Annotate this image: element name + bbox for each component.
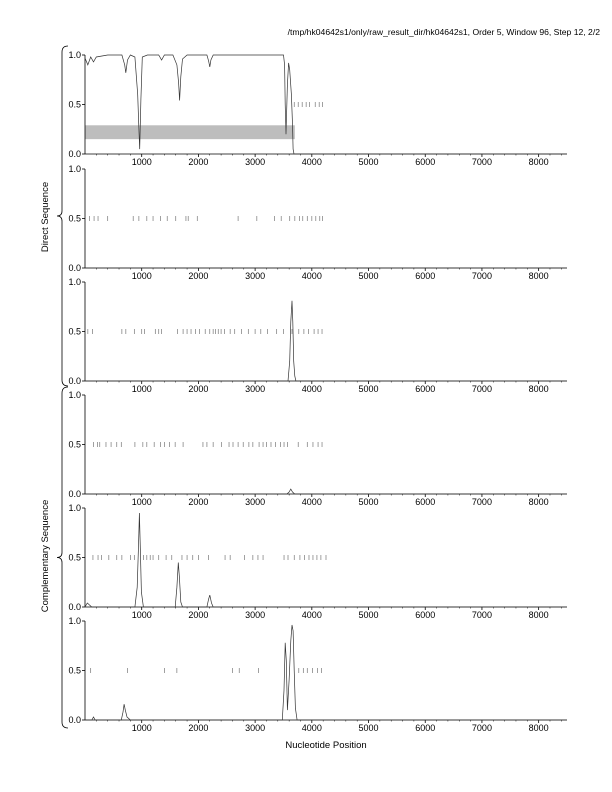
- x-tick-label: 7000: [472, 610, 492, 620]
- panels: 0.0 0.5 1.0 1000 2000 3000 4000 5000 6000 7000 800…: [68, 50, 567, 733]
- x-tick-label: 5000: [359, 271, 379, 281]
- x-tick-label: 6000: [415, 157, 435, 167]
- direct-sequence-bracket: [56, 45, 69, 387]
- x-tick-label: 1000: [132, 271, 152, 281]
- y-tick-label: 0.5: [68, 553, 81, 563]
- y-tick-label: 0.0: [68, 715, 81, 725]
- x-tick-label: 3000: [245, 723, 265, 733]
- x-tick-label: 1000: [132, 384, 152, 394]
- panel-6-series-line: [85, 624, 567, 721]
- x-tick-label: 6000: [415, 497, 435, 507]
- panel-1-band: [85, 125, 295, 140]
- x-tick-label: 4000: [302, 271, 322, 281]
- y-tick-label: 1.0: [68, 164, 81, 174]
- x-tick-label: 4000: [302, 384, 322, 394]
- panel-6: 0.0 0.5 1.0 1000 2000 3000 4000 5000 6000 7000 800…: [68, 616, 567, 733]
- x-tick-label: 7000: [472, 271, 492, 281]
- y-tick-label: 0.0: [68, 376, 81, 386]
- x-tick-label: 6000: [415, 384, 435, 394]
- x-tick-label: 2000: [188, 610, 208, 620]
- panel-5-series-line: [84, 512, 567, 608]
- y-tick-label: 1.0: [68, 390, 81, 400]
- y-tick-label: 0.5: [68, 214, 81, 224]
- panel-2: 0.0 0.5 1.0 1000 2000 3000 4000 5000 6000 7000 800…: [68, 164, 567, 281]
- x-tick-label: 5000: [359, 157, 379, 167]
- x-tick-label: 2000: [188, 723, 208, 733]
- y-tick-label: 1.0: [68, 503, 81, 513]
- y-tick-label: 0.0: [68, 149, 81, 159]
- panel-4-series-line: [85, 488, 567, 495]
- x-tick-label: 3000: [245, 497, 265, 507]
- x-tick-label: 4000: [302, 497, 322, 507]
- y-tick-label: 0.5: [68, 666, 81, 676]
- y-tick-label: 0.0: [68, 489, 81, 499]
- y-tick-label: 1.0: [68, 50, 81, 60]
- y-tick-label: 0.0: [68, 263, 81, 273]
- panel-1-series-line: [84, 54, 567, 155]
- x-tick-label: 3000: [245, 271, 265, 281]
- x-tick-label: 8000: [529, 610, 549, 620]
- x-tick-label: 4000: [302, 157, 322, 167]
- x-tick-label: 7000: [472, 157, 492, 167]
- x-tick-label: 1000: [132, 723, 152, 733]
- x-tick-label: 5000: [359, 497, 379, 507]
- x-tick-label: 2000: [188, 157, 208, 167]
- y-tick-label: 0.0: [68, 602, 81, 612]
- x-tick-label: 2000: [188, 497, 208, 507]
- complementary-sequence-label: Complementary Sequence: [40, 500, 51, 612]
- x-tick-label: 3000: [245, 610, 265, 620]
- x-tick-label: 8000: [529, 723, 549, 733]
- x-tick-label: 4000: [302, 610, 322, 620]
- y-tick-label: 0.5: [68, 327, 81, 337]
- x-tick-label: 6000: [415, 723, 435, 733]
- x-tick-label: 1000: [132, 157, 152, 167]
- x-tick-label: 5000: [359, 610, 379, 620]
- x-tick-label: 5000: [359, 384, 379, 394]
- complementary-sequence-bracket: [56, 386, 69, 729]
- x-tick-label: 7000: [472, 384, 492, 394]
- x-tick-label: 8000: [529, 497, 549, 507]
- x-tick-label: 2000: [188, 271, 208, 281]
- x-tick-label: 7000: [472, 723, 492, 733]
- group-brackets: [56, 45, 69, 729]
- x-tick-label: 1000: [132, 497, 152, 507]
- panel-3: 0.0 0.5 1.0 1000 2000 3000 4000 5000 6000 7000 800…: [68, 277, 567, 394]
- y-tick-label: 1.0: [68, 616, 81, 626]
- panel-5: 0.0 0.5 1.0 1000 2000 3000 4000 5000 6000 7000 800…: [68, 503, 567, 620]
- x-tick-label: 8000: [529, 157, 549, 167]
- x-tick-label: 5000: [359, 723, 379, 733]
- x-tick-label: 8000: [529, 384, 549, 394]
- panel-4: 0.0 0.5 1.0 1000 2000 3000 4000 5000 6000 7000 800…: [68, 390, 567, 507]
- figure-header: /tmp/hk04642s1/only/raw_result_dir/hk046…: [287, 27, 600, 37]
- x-tick-label: 2000: [188, 384, 208, 394]
- x-tick-label: 1000: [132, 610, 152, 620]
- panel-3-series-line: [85, 300, 567, 382]
- x-tick-label: 3000: [245, 157, 265, 167]
- y-tick-label: 0.5: [68, 100, 81, 110]
- x-axis-label: Nucleotide Position: [285, 740, 366, 751]
- x-tick-label: 6000: [415, 610, 435, 620]
- y-tick-label: 0.5: [68, 440, 81, 450]
- direct-sequence-label: Direct Sequence: [40, 182, 51, 252]
- x-tick-label: 3000: [245, 384, 265, 394]
- x-tick-label: 7000: [472, 497, 492, 507]
- x-tick-label: 4000: [302, 723, 322, 733]
- x-tick-label: 8000: [529, 271, 549, 281]
- panel-1: 0.0 0.5 1.0 1000 2000 3000 4000 5000 6000 7000 800…: [68, 50, 567, 167]
- y-tick-label: 1.0: [68, 277, 81, 287]
- x-tick-label: 6000: [415, 271, 435, 281]
